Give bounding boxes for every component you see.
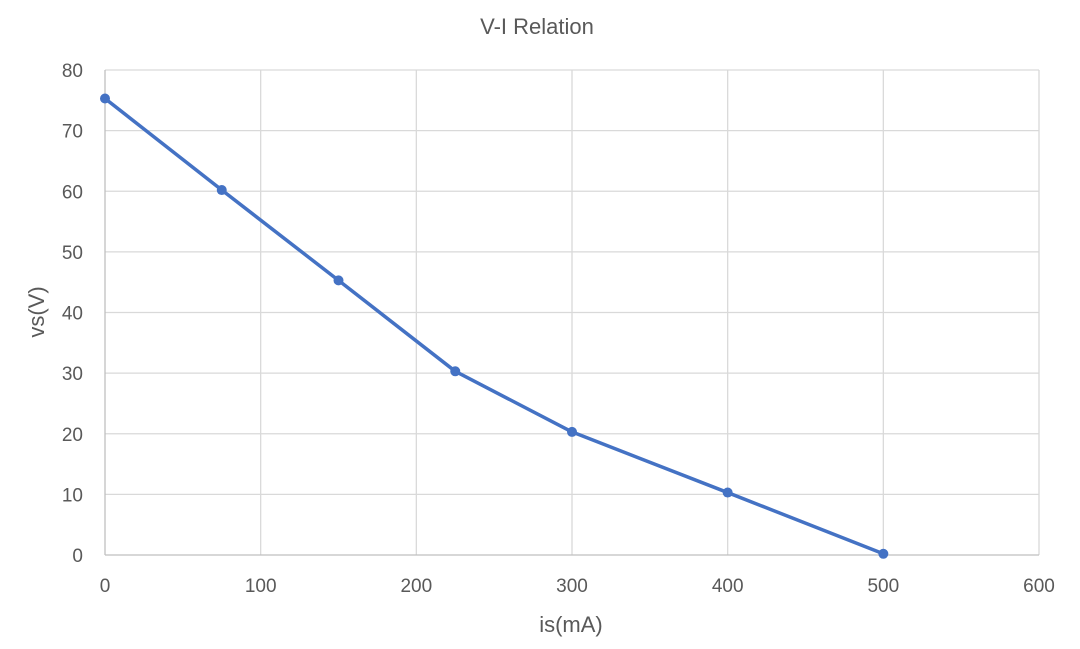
- y-tick-label: 0: [72, 546, 83, 567]
- x-tick-label: 500: [867, 576, 899, 597]
- data-point: [722, 487, 733, 498]
- y-tick-label: 20: [62, 425, 83, 446]
- x-tick-label: 0: [100, 576, 111, 597]
- x-tick-label: 300: [556, 576, 588, 597]
- data-point: [216, 185, 227, 196]
- x-tick-label: 400: [712, 576, 744, 597]
- series-line: [103, 96, 886, 556]
- x-tick-label: 600: [1023, 576, 1055, 597]
- data-point: [878, 548, 889, 559]
- data-point: [100, 93, 110, 104]
- y-tick-label: 40: [62, 304, 83, 325]
- x-axis-ticks: 0 100 200 300 400 500 600: [100, 576, 1055, 597]
- plot-grid: [105, 69, 1040, 555]
- y-tick-label: 30: [62, 364, 83, 385]
- data-point: [450, 366, 461, 377]
- y-axis-ticks: 0 10 20 30 40 50 60 70 80: [62, 61, 83, 567]
- chart-title: V-I Relation: [480, 14, 594, 39]
- data-series: [100, 93, 889, 559]
- x-tick-label: 100: [245, 576, 277, 597]
- x-axis-label: is(mA): [539, 612, 603, 637]
- data-point: [567, 426, 577, 437]
- x-tick-label: 200: [400, 576, 432, 597]
- y-tick-label: 50: [62, 243, 83, 264]
- y-axis-label: vs(V): [24, 286, 49, 337]
- y-tick-label: 70: [62, 122, 83, 143]
- y-tick-label: 10: [62, 485, 83, 506]
- y-tick-label: 80: [62, 61, 83, 82]
- y-tick-label: 60: [62, 182, 83, 203]
- data-point: [333, 275, 344, 286]
